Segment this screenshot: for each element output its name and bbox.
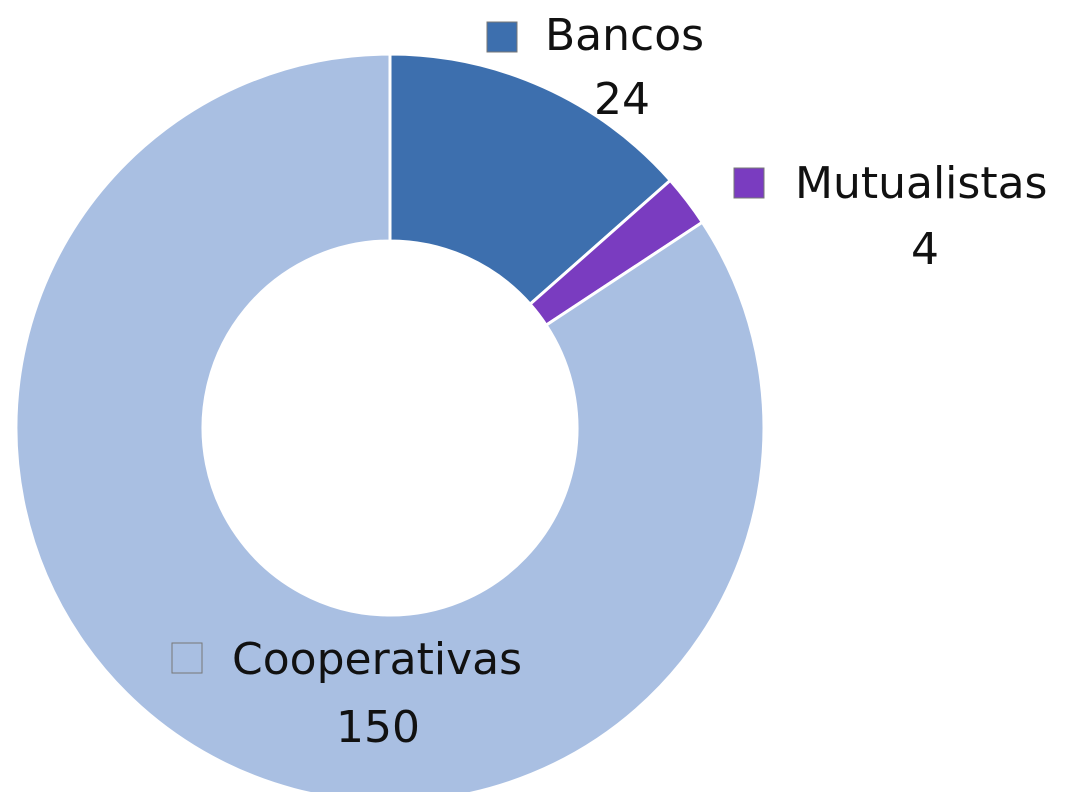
legend-swatch xyxy=(733,167,765,199)
slice-label: Mutualistas xyxy=(795,158,1047,209)
legend-swatch xyxy=(171,642,203,674)
value-label: 24 xyxy=(594,74,650,125)
value-label: 4 xyxy=(911,224,939,275)
slice-label: Cooperativas xyxy=(232,634,522,685)
value-label: 150 xyxy=(336,702,420,753)
slice-label: Bancos xyxy=(545,10,704,61)
legend-swatch xyxy=(486,21,518,53)
donut-slice xyxy=(14,52,766,792)
